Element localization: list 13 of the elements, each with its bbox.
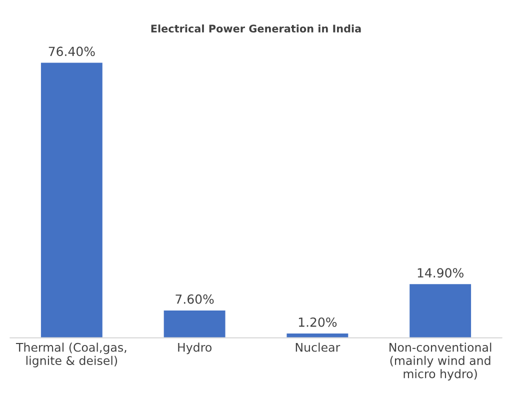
chart-title: Electrical Power Generation in India (151, 24, 361, 33)
bar (164, 310, 226, 338)
bar (286, 333, 348, 338)
x-tick-label: Thermal (Coal,gas, lignite & deisel) (16, 342, 126, 368)
x-tick-label: Nuclear (296, 342, 340, 352)
bar (410, 284, 472, 338)
data-label: 14.90% (418, 268, 464, 278)
data-label: 76.40% (48, 46, 95, 56)
data-label: 1.20% (298, 317, 337, 327)
bar (40, 62, 102, 338)
x-tick-label: Hydro (178, 342, 212, 354)
data-label: 7.60% (176, 294, 214, 304)
x-tick-label: Non-conventional (mainly wind and micro hydro) (390, 342, 492, 381)
